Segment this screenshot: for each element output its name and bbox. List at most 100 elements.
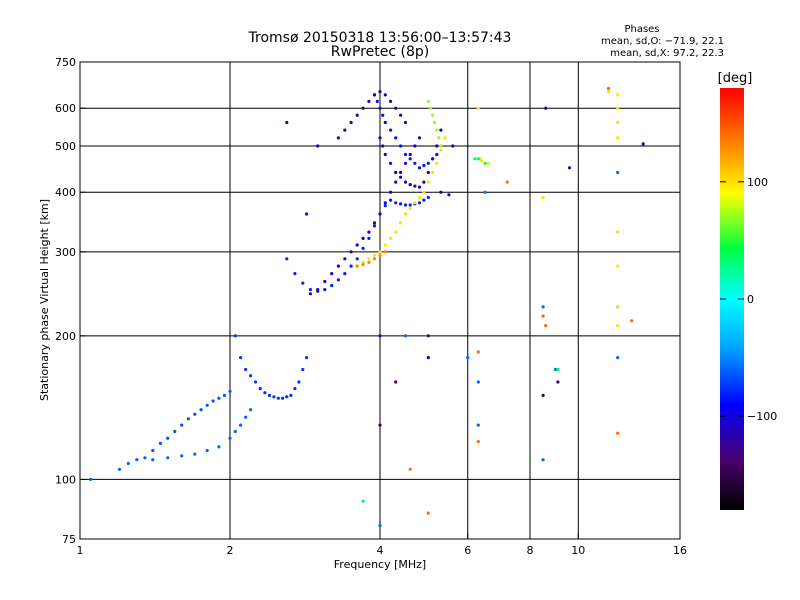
series-scatter-blue [285,106,645,360]
data-point [228,436,232,440]
data-point [408,183,412,187]
y-tick-label: 750 [55,56,76,69]
data-point [316,144,320,148]
data-point [399,221,403,225]
data-point [389,99,393,103]
data-point [316,288,320,292]
data-point [367,257,371,261]
data-point [426,195,430,200]
series-x-mode-yellow [355,136,447,268]
data-point [372,257,377,261]
data-point [389,236,393,240]
data-point [403,161,408,165]
data-point [451,144,455,148]
data-point [330,272,334,276]
series-x-mode-orange [355,250,387,268]
data-point [426,334,430,338]
data-point [293,387,297,391]
data-point [616,324,620,328]
data-point [389,198,393,202]
data-point [355,243,359,247]
data-points [89,86,645,528]
data-point [349,264,353,268]
colorbar-label: [deg] [718,71,753,86]
data-point [343,272,347,276]
data-point [541,314,545,318]
data-point [336,278,340,282]
data-point [211,399,215,403]
data-point [378,250,382,254]
data-point [422,180,426,184]
data-point [435,128,439,132]
series-scatter-orange [408,86,634,515]
data-point [408,467,412,471]
data-point [383,204,387,208]
data-point [616,305,620,309]
data-point [378,423,382,427]
data-point [135,458,139,462]
data-point [483,161,487,165]
data-point [378,90,382,94]
colorbar-tick-label: −100 [747,410,777,423]
data-point [476,157,480,161]
data-point [422,190,426,194]
data-point [253,380,258,384]
data-point [323,279,327,284]
data-point [422,198,426,202]
data-point [408,206,412,210]
data-point [408,203,412,207]
data-point [426,511,430,515]
series-scatter-yellow [476,90,620,328]
data-point [399,144,403,148]
data-point [483,190,487,194]
data-point [233,334,237,338]
data-point [383,152,387,157]
y-tick-label: 300 [55,246,76,259]
data-point [389,190,393,194]
data-point [378,524,382,528]
y-tick-label: 75 [62,533,76,546]
data-point [361,106,365,110]
data-point [417,185,422,189]
data-point [367,236,371,240]
data-point [151,448,155,453]
data-point [505,180,509,184]
data-point [616,93,620,97]
data-point [361,246,365,250]
x-tick-label: 6 [464,544,471,557]
data-point [173,429,177,434]
data-point [336,264,340,268]
x-tick-label: 4 [377,544,384,557]
data-point [476,350,480,354]
data-point [417,136,422,140]
data-point [394,180,398,184]
data-point [435,144,439,148]
data-point [403,334,408,338]
phases-line-o: mean, sd,O: −71.9, 22.1 [601,36,724,47]
data-point [285,257,289,261]
data-point [413,201,417,205]
data-point [186,417,190,421]
data-point [408,157,412,161]
data-point [355,264,359,268]
series-x-trace-o-high [378,128,443,189]
x-tick-label: 2 [227,544,234,557]
data-point [439,190,443,194]
data-point [285,120,289,125]
data-point [616,264,620,268]
x-tick-label: 16 [673,544,687,557]
data-point [383,250,387,254]
data-point [272,395,276,399]
data-point [166,456,170,460]
data-point [378,253,382,257]
series-scatter-cyan [378,170,620,528]
data-point [267,393,272,397]
data-point [413,144,417,148]
data-point [378,106,382,110]
data-point [567,166,572,170]
data-point [205,448,209,453]
data-point [476,440,480,444]
data-point [383,93,387,97]
data-point [249,374,253,378]
data-point [616,230,620,234]
